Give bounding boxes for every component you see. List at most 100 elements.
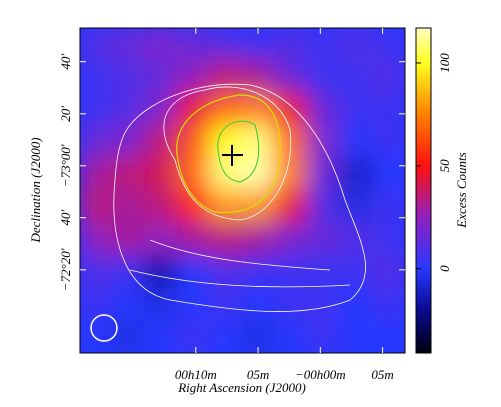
cell — [371, 92, 405, 127]
colorbar-tick-label: 100 — [437, 53, 452, 73]
map — [80, 28, 405, 353]
x-tick-label: −00h00m — [295, 367, 346, 382]
cell — [306, 59, 341, 94]
cell — [111, 124, 146, 159]
colorbar-tick-label: 0 — [437, 265, 452, 272]
cell — [176, 28, 211, 62]
cell — [176, 59, 211, 94]
cells — [80, 28, 405, 353]
cell — [274, 222, 309, 257]
cell — [339, 157, 374, 192]
cell — [306, 157, 341, 192]
cell — [144, 319, 179, 353]
cell — [339, 92, 374, 127]
cell — [371, 319, 405, 353]
cell — [209, 189, 244, 224]
y-tick-label: −72°20′ — [58, 248, 73, 291]
cell — [241, 59, 276, 94]
cell — [209, 222, 244, 257]
cell — [339, 124, 374, 159]
cell — [371, 157, 405, 192]
cell — [274, 287, 309, 322]
cell — [371, 189, 405, 224]
cell — [371, 222, 405, 257]
cell — [209, 124, 244, 159]
cell — [371, 254, 405, 289]
cell — [111, 92, 146, 127]
cell — [111, 189, 146, 224]
cell — [176, 157, 211, 192]
x-label: Right Ascension (J2000) — [177, 380, 306, 395]
cell — [144, 222, 179, 257]
x-tick-label: 05m — [247, 367, 269, 382]
cell — [371, 124, 405, 159]
cell — [371, 28, 405, 62]
cell — [176, 319, 211, 353]
core-contours — [217, 120, 260, 183]
crosshair — [222, 145, 243, 166]
cell — [274, 254, 309, 289]
cell — [144, 254, 179, 289]
cell — [339, 28, 374, 62]
cell — [339, 254, 374, 289]
cell — [144, 157, 179, 192]
cell — [371, 59, 405, 94]
x-tick-label: 00h10m — [175, 367, 217, 382]
cell — [80, 222, 114, 257]
x-tick-label: 05m — [371, 367, 393, 382]
colorbar-tick-label: 50 — [437, 159, 452, 173]
cell — [339, 222, 374, 257]
inner-contours — [176, 94, 281, 214]
cell — [274, 157, 309, 192]
cell — [209, 28, 244, 62]
colorbar — [415, 27, 432, 354]
cell — [306, 189, 341, 224]
cell — [144, 59, 179, 94]
cell — [80, 28, 114, 62]
cell — [80, 254, 114, 289]
cell — [80, 319, 114, 353]
cell — [274, 189, 309, 224]
cell — [306, 124, 341, 159]
cell — [241, 157, 276, 192]
cell — [241, 319, 276, 353]
cell — [274, 59, 309, 94]
cell — [274, 124, 309, 159]
cell — [241, 222, 276, 257]
cell — [176, 189, 211, 224]
cell — [176, 124, 211, 159]
cell — [144, 287, 179, 322]
cell — [111, 59, 146, 94]
cell — [306, 28, 341, 62]
cell — [306, 287, 341, 322]
cell — [241, 287, 276, 322]
cell — [339, 287, 374, 322]
cell — [209, 287, 244, 322]
cell — [274, 28, 309, 62]
y-label: Declination (J2000) — [28, 137, 43, 243]
cell — [144, 189, 179, 224]
cell — [241, 254, 276, 289]
y-tick-label: −73°00′ — [58, 144, 73, 187]
cell — [176, 287, 211, 322]
cell — [111, 28, 146, 62]
contours — [113, 83, 366, 312]
frame — [79, 27, 406, 354]
cell — [339, 59, 374, 94]
cell — [306, 222, 341, 257]
y-tick-label: 40′ — [58, 54, 73, 70]
cell — [371, 287, 405, 322]
cell — [339, 319, 374, 353]
cell — [111, 287, 146, 322]
cell — [144, 28, 179, 62]
cell — [80, 92, 114, 127]
cell — [339, 189, 374, 224]
cell — [306, 92, 341, 127]
cell — [144, 124, 179, 159]
cell — [80, 124, 114, 159]
cell — [144, 92, 179, 127]
cell — [176, 222, 211, 257]
cell — [306, 254, 341, 289]
cell — [209, 59, 244, 94]
